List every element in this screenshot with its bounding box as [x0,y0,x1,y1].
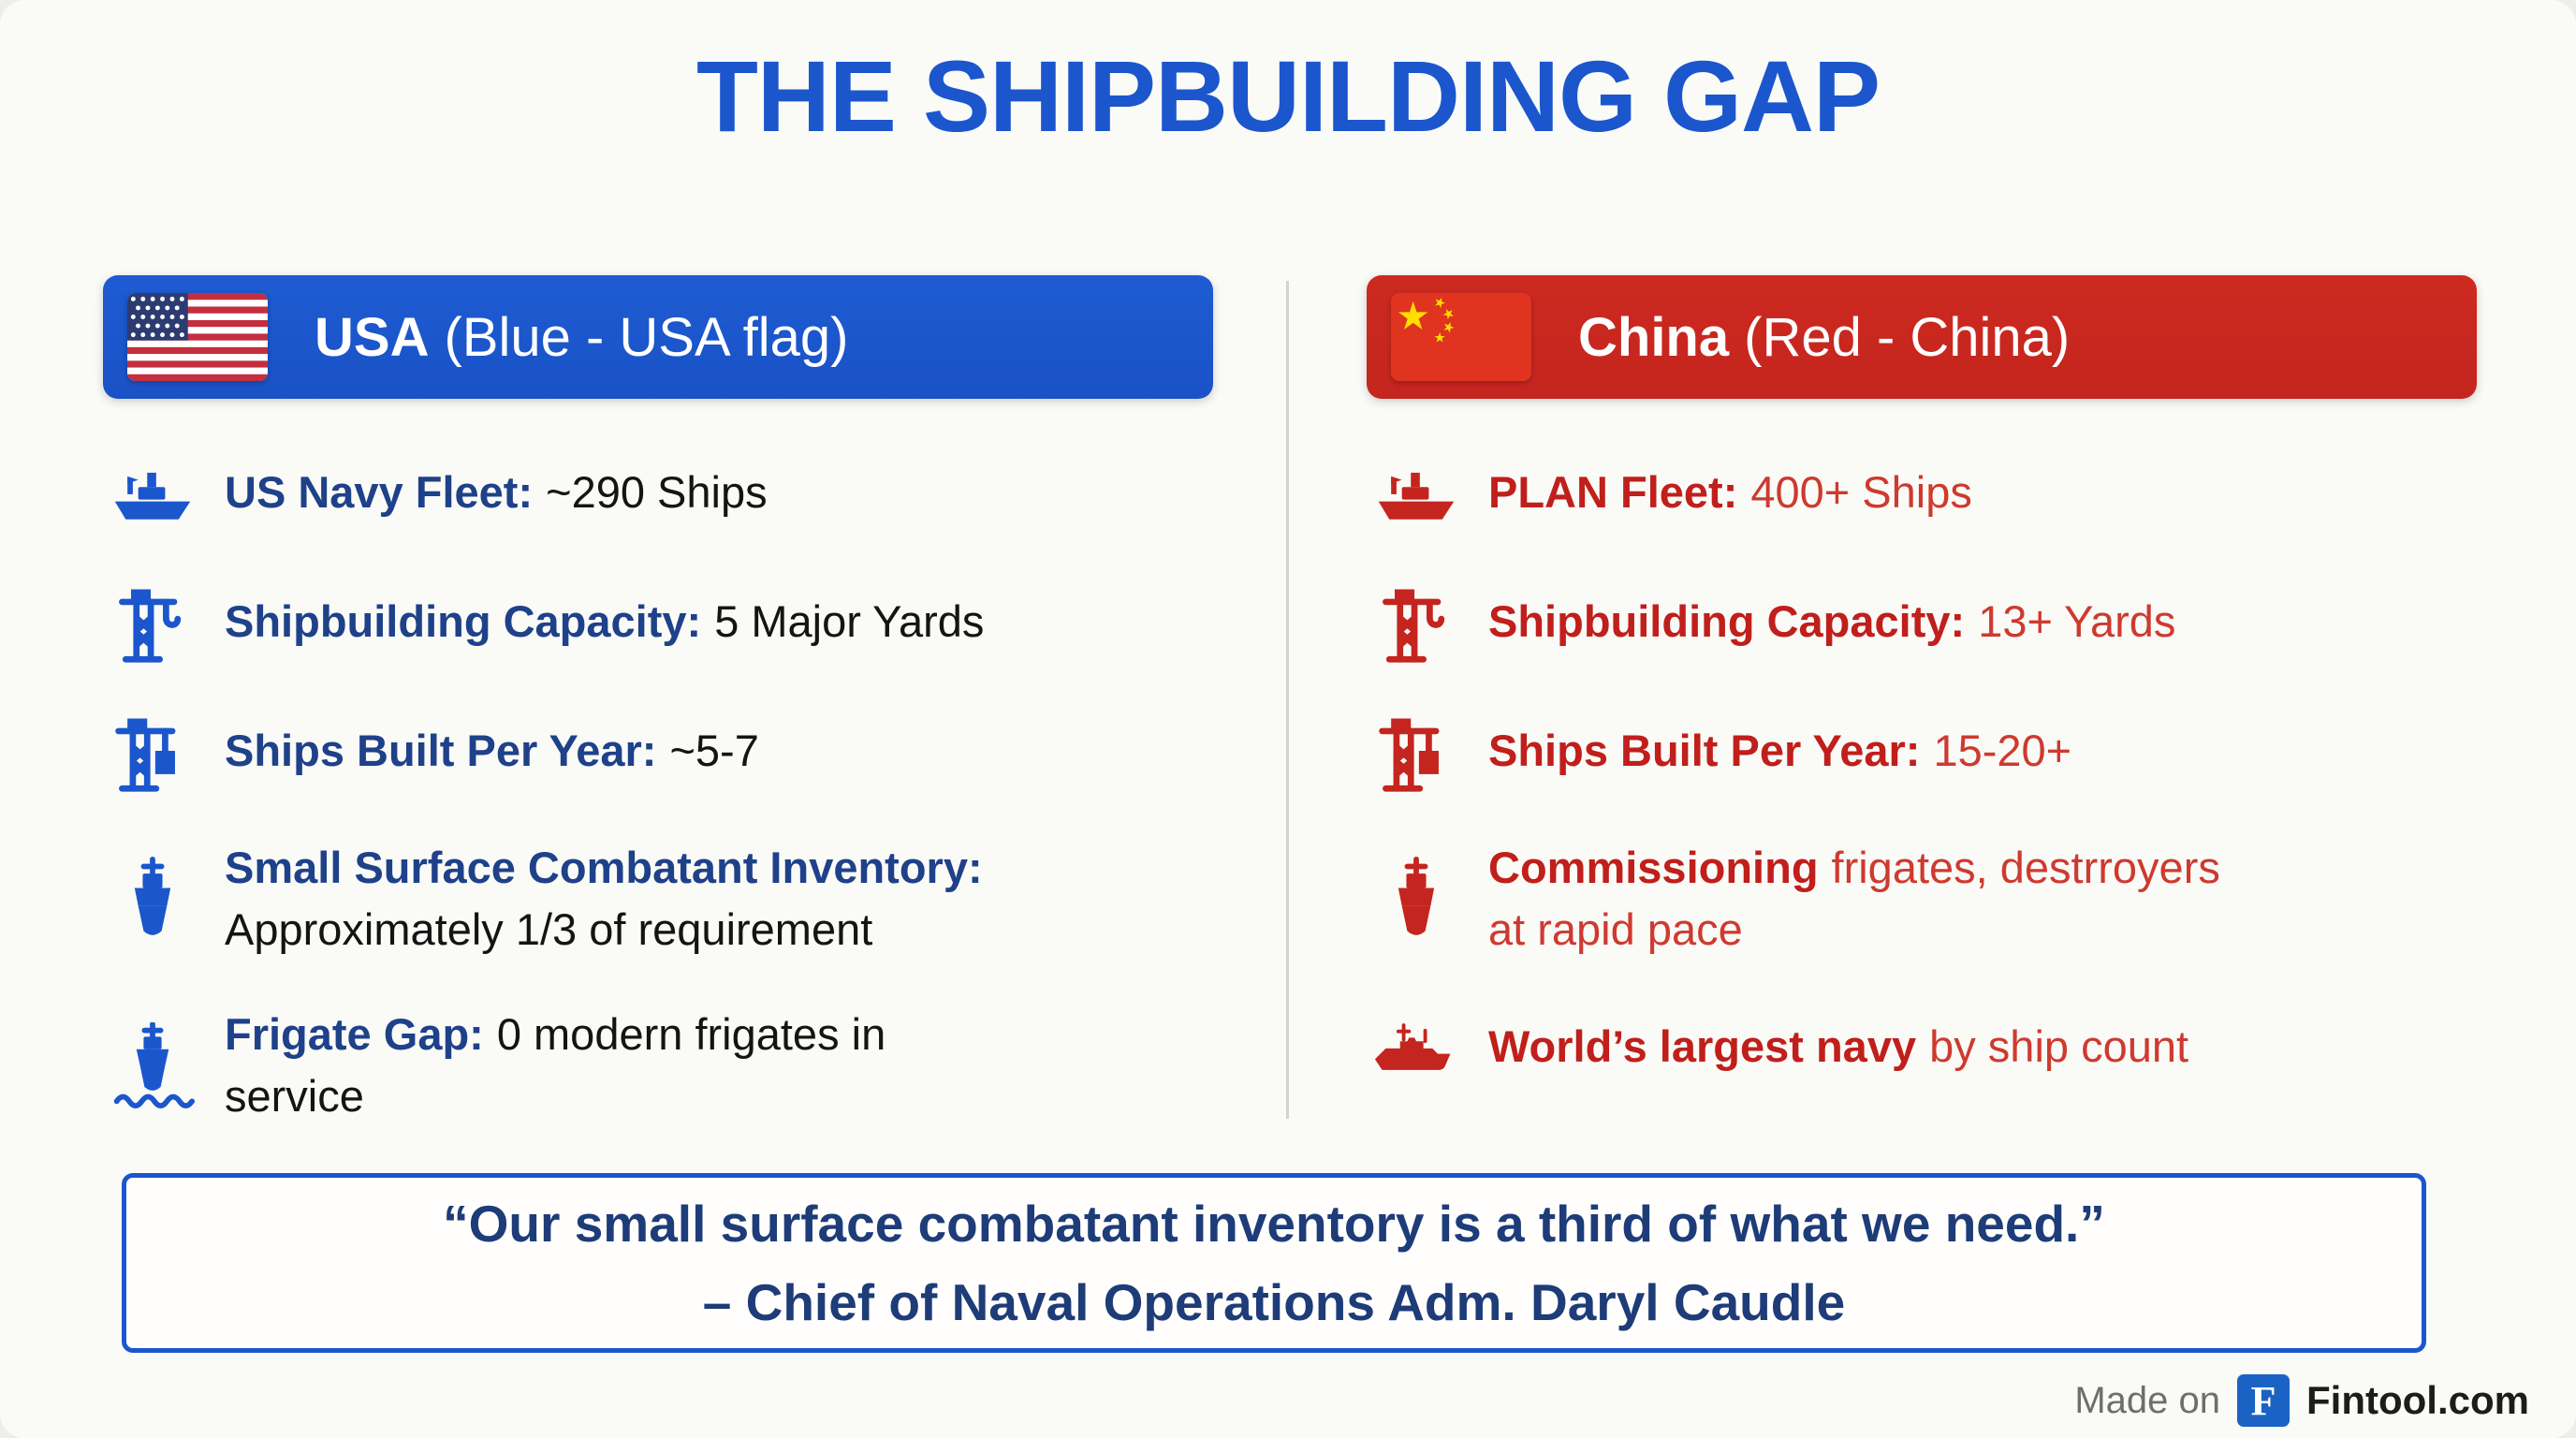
quote-box: “Our small surface combatant inventory i… [122,1173,2426,1353]
made-on-label: Made on [2074,1379,2221,1421]
stat-row-usa-inventory: Small Surface Combatant Inventory: Approx… [103,837,1208,961]
quote-line-2: – Chief of Naval Operations Adm. Daryl C… [702,1273,1846,1331]
ship-icon [1367,449,1466,536]
usa-banner-text: USA (Blue - USA flag) [315,306,848,369]
stat-row-usa-built: Ships Built Per Year: ~5-7 [103,708,1208,794]
china-banner: China (Red - China) [1367,275,2477,399]
china-banner-subtitle: (Red - China) [1744,306,2071,368]
stat-row-usa-frigate: Frigate Gap: 0 modern frigates in service [103,1004,1208,1127]
china-column: PLAN Fleet: 400+ Ships Shipbuilding Capac… [1367,438,2471,1133]
stat-label: Shipbuilding Capacity: [1488,596,1966,646]
stat-label: Ships Built Per Year: [1488,726,1921,775]
footer: Made on F Fintool.com [2074,1372,2529,1429]
stat-value: 5 Major Yards [714,596,985,646]
quote-line-1: “Our small surface combatant inventory i… [443,1195,2105,1253]
stat-value: 0 modern frigates in [496,1009,886,1059]
stat-row-usa-fleet: US Navy Fleet: ~290 Ships [103,449,1208,536]
stat-value: ~5-7 [669,726,759,775]
stat-label: World’s largest navy [1488,1021,1917,1071]
crane-icon [103,579,202,665]
ship-icon [103,449,202,536]
frigate-icon [103,1022,202,1108]
stat-row-china-capacity: Shipbuilding Capacity: 13+ Yards [1367,579,2471,665]
stat-label: Small Surface Combatant Inventory: [225,843,983,892]
stat-label: Frigate Gap: [225,1009,484,1059]
stat-label: PLAN Fleet: [1488,467,1738,517]
crane-icon [1367,579,1466,665]
fintool-logo-icon[interactable]: F [2237,1374,2291,1427]
usa-banner-subtitle: (Blue - USA flag) [444,306,849,368]
column-divider [1286,281,1289,1119]
stat-row-china-built: Ships Built Per Year: 15-20+ [1367,708,2471,794]
stat-value: ~290 Ships [546,467,768,517]
crane-load-icon [103,708,202,794]
usa-banner-title: USA [315,306,430,368]
usa-banner: USA (Blue - USA flag) [103,275,1213,399]
usa-flag-icon [127,293,268,381]
stat-label: Ships Built Per Year: [225,726,657,775]
stat-value: 15-20+ [1933,726,2072,775]
stat-value-line2: at rapid pace [1488,904,1743,954]
stat-label: US Navy Fleet: [225,467,534,517]
warship-icon [1367,856,1466,942]
stat-value: Approximately 1/3 of requirement [225,904,873,954]
china-flag-icon [1391,293,1531,381]
usa-column: US Navy Fleet: ~290 Ships Shipbuilding Ca… [103,438,1208,1170]
stat-value: 400+ Ships [1750,467,1972,517]
stat-value: by ship count [1929,1021,2189,1071]
stat-value-line2: service [225,1071,364,1121]
stat-row-china-commissioning: Commissioning frigates, destrroyers at rap… [1367,837,2471,961]
stat-row-china-fleet: PLAN Fleet: 400+ Ships [1367,449,2471,536]
stat-value: frigates, destrroyers [1831,843,2220,892]
stat-label: Commissioning [1488,843,1819,892]
page-title: THE SHIPBUILDING GAP [695,39,1881,153]
stat-row-china-largest: World’s largest navy by ship count [1367,1004,2471,1090]
china-banner-text: China (Red - China) [1578,306,2070,369]
fintool-brand-link[interactable]: Fintool.com [2306,1378,2529,1422]
warship-icon [103,856,202,942]
stat-value: 13+ Yards [1978,596,2176,646]
crane-load-icon [1367,708,1466,794]
destroyer-icon [1367,1004,1466,1090]
stat-label: Shipbuilding Capacity: [225,596,702,646]
china-banner-title: China [1578,306,1730,368]
stat-row-usa-capacity: Shipbuilding Capacity: 5 Major Yards [103,579,1208,665]
